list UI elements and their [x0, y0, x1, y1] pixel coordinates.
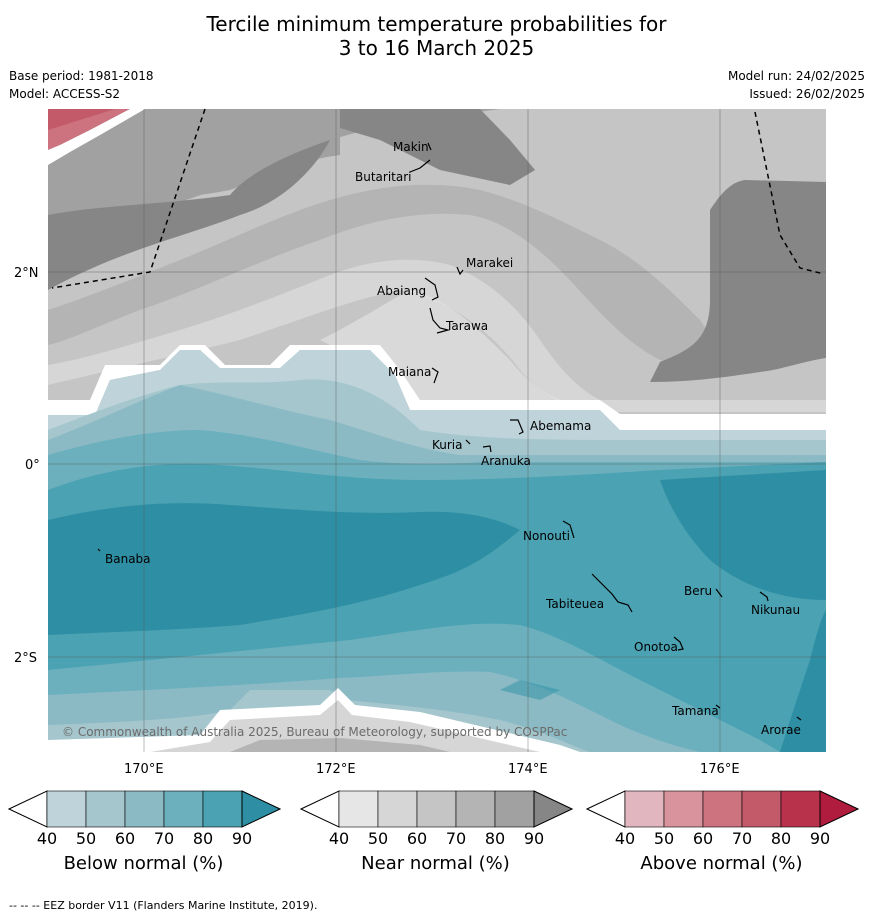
colorbar-tick: 90	[523, 829, 545, 848]
colorbar-title: Above normal (%)	[640, 853, 803, 874]
colorbar-segment	[338, 790, 379, 828]
colorbar-tick: 80	[192, 829, 214, 848]
grid-lines	[48, 109, 826, 752]
colorbar-max-extend	[533, 790, 573, 828]
colorbar-tick: 60	[692, 829, 714, 848]
lat-label-0: 0°	[25, 458, 40, 473]
colorbar-segment	[377, 790, 418, 828]
lat-axis-labels: 2°N 0° 2°S	[14, 266, 40, 666]
probability-field	[48, 109, 826, 752]
place-abemama: Abemama	[530, 419, 591, 433]
colorbar-tick: 50	[75, 829, 97, 848]
place-aranuka: Aranuka	[481, 454, 531, 468]
colorbar-tick: 90	[809, 829, 831, 848]
colorbar-segment	[46, 790, 87, 828]
colorbar-tick: 80	[770, 829, 792, 848]
colorbar-segment	[124, 790, 165, 828]
place-tamana: Tamana	[671, 704, 719, 718]
place-makin: Makin	[393, 140, 429, 154]
lon-label-176e: 176°E	[700, 762, 740, 777]
place-onotoa: Onotoa	[634, 640, 678, 654]
eez-borders	[51, 108, 825, 289]
colorbar-segment	[741, 790, 782, 828]
place-banaba: Banaba	[105, 552, 151, 566]
place-nikunau: Nikunau	[751, 603, 800, 617]
colorbar-tick: 70	[731, 829, 753, 848]
meta-right: Model run: 24/02/2025 Issued: 26/02/2025	[728, 67, 865, 103]
colorbar-segment	[663, 790, 704, 828]
place-arorae: Arorae	[761, 723, 801, 737]
colorbar-min-extend	[300, 790, 340, 828]
colorbar-segment	[494, 790, 535, 828]
model-name: Model: ACCESS-S2	[9, 87, 121, 101]
place-beru: Beru	[684, 584, 712, 598]
colorbar-tick: 50	[367, 829, 389, 848]
colorbar-tick: 40	[614, 829, 636, 848]
colorbar-title: Near normal (%)	[361, 853, 510, 874]
place-tarawa: Tarawa	[445, 319, 488, 333]
colorbar-segment	[163, 790, 204, 828]
issued-date: Issued: 26/02/2025	[749, 87, 865, 101]
colorbar-max-extend	[241, 790, 281, 828]
copyright-notice: © Commonwealth of Australia 2025, Bureau…	[62, 725, 567, 739]
place-kuria: Kuria	[432, 438, 463, 452]
model-run: Model run: 24/02/2025	[727, 69, 865, 83]
colorbar-min-extend	[586, 790, 626, 828]
place-labels: Makin Butaritari Marakei Abaiang Tarawa …	[105, 140, 801, 737]
colorbar-segment	[416, 790, 457, 828]
colorbar-tick: 80	[484, 829, 506, 848]
colorbar-segment	[702, 790, 743, 828]
colorbar-1	[8, 790, 281, 828]
place-maiana: Maiana	[388, 365, 431, 379]
colorbar-title: Below normal (%)	[63, 853, 224, 874]
lat-label-2n: 2°N	[14, 266, 39, 281]
colorbar-tick: 70	[445, 829, 467, 848]
colorbar-segment	[85, 790, 126, 828]
place-tabiteuea: Tabiteuea	[545, 597, 604, 611]
colorbar-tick: 40	[328, 829, 350, 848]
colorbar-tick: 60	[114, 829, 136, 848]
colorbar-segment	[780, 790, 821, 828]
map: Makin Butaritari Marakei Abaiang Tarawa …	[14, 108, 826, 777]
colorbar-tick: 40	[36, 829, 58, 848]
colorbar-tick: 90	[231, 829, 253, 848]
lon-label-172e: 172°E	[316, 762, 356, 777]
title-line2: 3 to 16 March 2025	[338, 36, 535, 60]
title-line1: Tercile minimum temperature probabilitie…	[206, 12, 667, 36]
colorbar-tick: 60	[406, 829, 428, 848]
lon-axis-labels: 170°E 172°E 174°E 176°E	[124, 762, 740, 777]
meta-left: Base period: 1981-2018 Model: ACCESS-S2	[9, 67, 154, 103]
place-marakei: Marakei	[466, 256, 513, 270]
colorbar-2	[300, 790, 573, 828]
place-butaritari: Butaritari	[355, 170, 412, 184]
chart-title: Tercile minimum temperature probabilitie…	[0, 12, 873, 60]
place-abaiang: Abaiang	[377, 284, 426, 298]
colorbar-tick: 70	[153, 829, 175, 848]
colorbar-segment	[455, 790, 496, 828]
island-outlines	[97, 142, 802, 721]
lon-label-170e: 170°E	[124, 762, 164, 777]
lon-label-174e: 174°E	[508, 762, 548, 777]
colorbar-segment	[202, 790, 243, 828]
eez-footnote: -- -- -- EEZ border V11 (Flanders Marine…	[9, 899, 318, 912]
colorbar-segment	[624, 790, 665, 828]
colorbar-3	[586, 790, 859, 828]
lat-label-2s: 2°S	[14, 651, 37, 666]
colorbar-max-extend	[819, 790, 859, 828]
base-period: Base period: 1981-2018	[9, 69, 154, 83]
place-nonouti: Nonouti	[523, 529, 570, 543]
colorbar-min-extend	[8, 790, 48, 828]
colorbar-tick: 50	[653, 829, 675, 848]
